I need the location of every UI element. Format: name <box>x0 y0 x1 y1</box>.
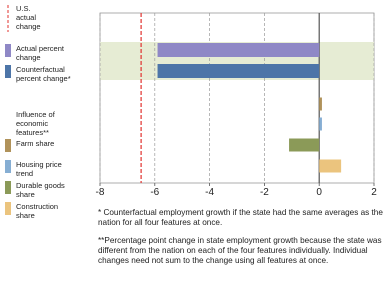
legend-label: Counterfactual percent change* <box>16 65 71 83</box>
legend-label: Durable goods share <box>16 181 65 199</box>
legend-swatch <box>5 181 11 194</box>
footnote: **Percentage point change in state emplo… <box>98 236 382 265</box>
x-tick-label: -6 <box>150 187 159 198</box>
legend-swatch <box>5 139 11 152</box>
footnote: * Counterfactual employment growth if th… <box>98 208 383 227</box>
x-tick-label: 0 <box>316 187 322 198</box>
legend-label: Actual percent change <box>16 44 64 62</box>
bar <box>157 43 320 57</box>
legend-label: Housing price trend <box>16 160 62 178</box>
x-tick-label: -4 <box>205 187 214 198</box>
bar <box>319 117 322 131</box>
bar <box>319 97 322 111</box>
legend-label: U.S. actual change <box>16 4 41 31</box>
legend-group-title: Influence of economic features** <box>16 110 55 137</box>
legend-swatch <box>5 44 11 57</box>
legend-swatch <box>5 160 11 173</box>
x-tick-label: -8 <box>96 187 105 198</box>
x-tick-label: 2 <box>371 187 377 198</box>
plot-frame <box>99 12 375 184</box>
bar <box>319 159 342 173</box>
bar <box>289 138 320 152</box>
bar <box>157 64 320 78</box>
legend-label: Farm share <box>16 139 55 148</box>
legend-swatch <box>5 65 11 78</box>
legend-swatch <box>5 202 11 215</box>
legend-label: Construction share <box>16 202 59 220</box>
x-tick-label: -2 <box>260 187 269 198</box>
